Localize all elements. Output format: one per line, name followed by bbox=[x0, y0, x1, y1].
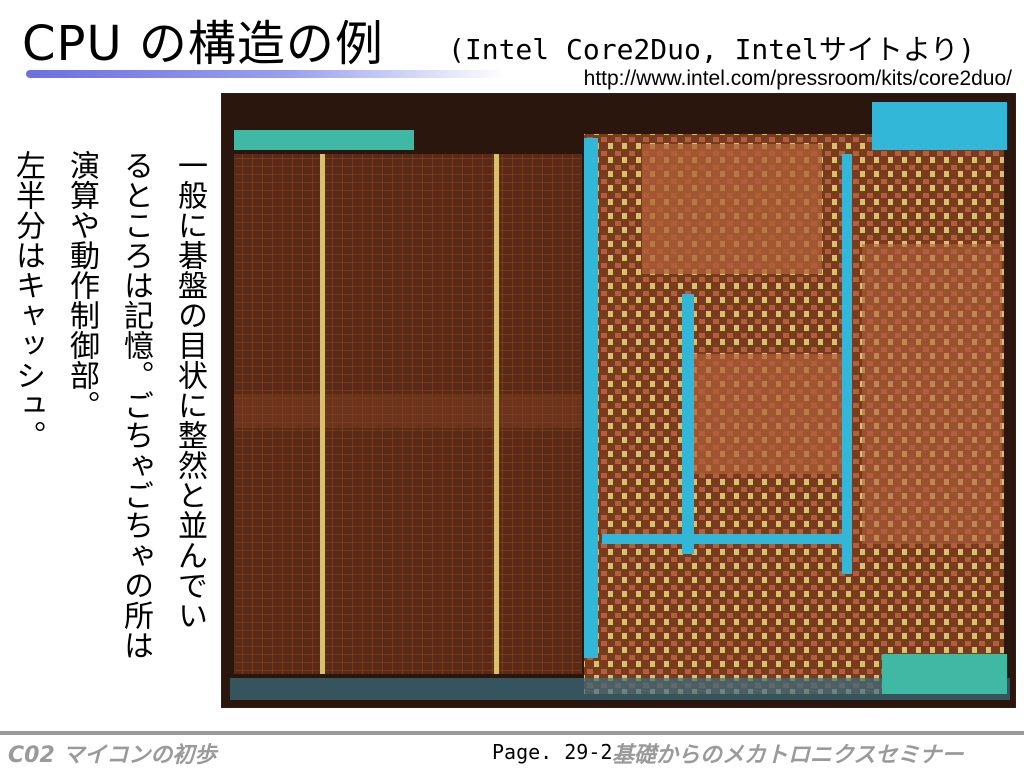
cache-divider-1 bbox=[320, 154, 325, 674]
slide-subtitle: (Intel Core2Duo, Intelサイトより) bbox=[448, 33, 976, 66]
text-column-2: るところは記憶。ごちゃごちゃの所は bbox=[118, 150, 153, 660]
cpu-die-photo bbox=[221, 93, 1016, 708]
corner-block bbox=[872, 102, 1007, 150]
cache-tag-strip bbox=[234, 130, 414, 150]
text-column-1: 一般に碁盤の目状に整然と並んでい bbox=[172, 150, 207, 630]
logic-core-right bbox=[862, 244, 1002, 544]
logic-core-lower bbox=[692, 354, 852, 474]
title-underline bbox=[26, 70, 506, 78]
text-column-4: 左半分はキャッシュ。 bbox=[10, 150, 45, 450]
interconnect-cyan-3 bbox=[602, 534, 842, 544]
footer-course: C02 マイコンの初歩 bbox=[8, 743, 217, 768]
bottom-right-pad bbox=[882, 654, 1007, 694]
text-column-3: 演算や動作制御部。 bbox=[64, 150, 99, 420]
interconnect-cyan-1 bbox=[584, 138, 598, 658]
bottom-pad-strip bbox=[230, 678, 1010, 700]
footer-seminar: 基礎からのメカトロニクスセミナー bbox=[612, 743, 964, 768]
slide-title: CPU の構造の例 bbox=[22, 16, 384, 72]
footer-page-number: Page. 29-2 bbox=[492, 740, 613, 764]
cache-band bbox=[234, 394, 582, 428]
source-url-link[interactable]: http://www.intel.com/pressroom/kits/core… bbox=[583, 67, 1012, 90]
footer-rule bbox=[0, 731, 1024, 735]
logic-core-upper bbox=[642, 144, 822, 274]
cache-divider-2 bbox=[494, 154, 499, 674]
interconnect-cyan-4 bbox=[842, 154, 852, 574]
interconnect-cyan-2 bbox=[682, 294, 694, 554]
